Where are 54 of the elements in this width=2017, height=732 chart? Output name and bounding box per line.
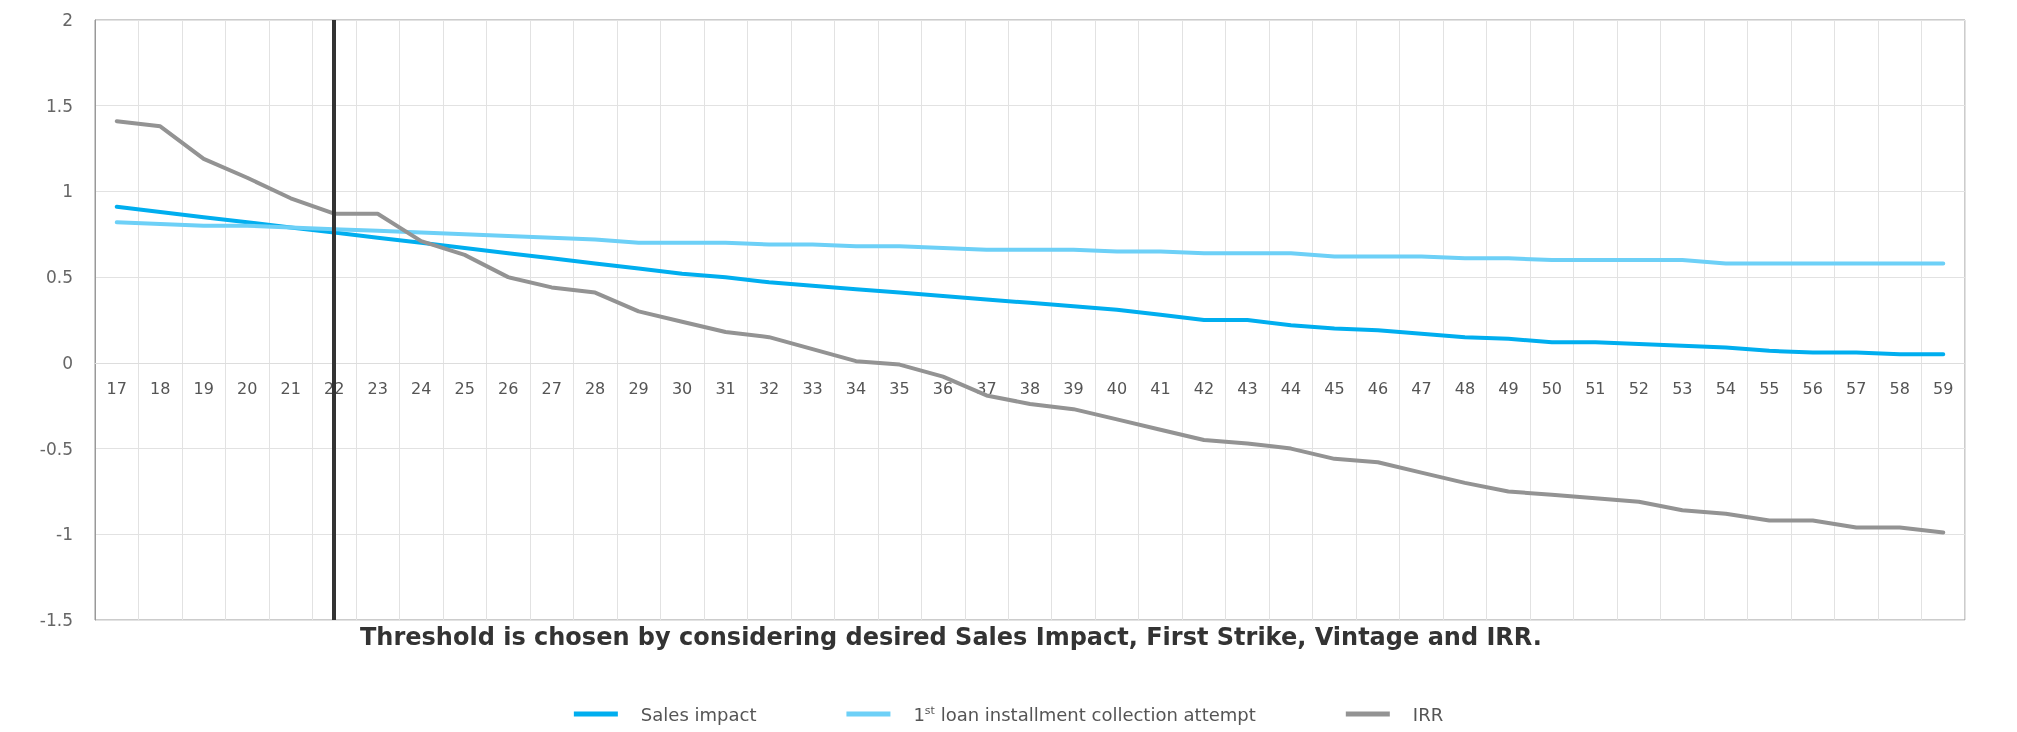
x-tick-label: 19: [193, 379, 214, 399]
x-tick-label: 20: [237, 379, 258, 399]
x-tick-label: 46: [1367, 379, 1389, 399]
x-tick-label: 31: [715, 379, 736, 399]
x-tick-label: 33: [802, 379, 823, 399]
y-tick-label: 2: [62, 10, 73, 30]
x-tick-label: 54: [1715, 379, 1736, 399]
x-tick-label: 56: [1802, 379, 1823, 399]
x-tick-label: 44: [1280, 379, 1302, 399]
x-tick-label: 47: [1411, 379, 1432, 399]
legend-label: IRR: [1412, 703, 1444, 725]
x-tick-label: 52: [1628, 379, 1650, 399]
x-tick-label: 48: [1454, 379, 1476, 399]
y-tick-label: 1: [62, 181, 73, 202]
x-tick-label: 43: [1237, 379, 1258, 399]
x-tick-label: 28: [584, 379, 606, 399]
x-tick-label: 21: [280, 379, 301, 399]
y-tick-label: 0.5: [45, 267, 73, 288]
x-tick-label: 34: [845, 379, 867, 399]
y-tick-label: 1.5: [45, 95, 73, 116]
x-tick-label: 17: [106, 379, 127, 399]
x-tick-label: 35: [889, 379, 910, 399]
x-tick-label: 24: [410, 379, 432, 399]
x-tick-label: 45: [1324, 379, 1345, 399]
x-tick-label: 25: [454, 379, 475, 399]
y-tick-label: -0.5: [39, 438, 73, 459]
x-tick-label: 26: [497, 379, 519, 399]
x-tick-label: 40: [1106, 379, 1128, 399]
x-tick-label: 29: [628, 379, 649, 399]
text: Threshold is chosen by considering desired Sales Impact, First Strike, Vintage and IRR.: [360, 623, 1542, 651]
x-tick-label: 36: [932, 379, 954, 399]
x-tick-label: 59: [1933, 379, 1954, 399]
x-tick-label: 30: [671, 379, 693, 399]
x-tick-label: 39: [1063, 379, 1084, 399]
line-series: [114, 220, 1946, 266]
y-tick-label: -1.5: [39, 610, 73, 630]
x-tick-label: 38: [1019, 379, 1041, 399]
line-series: [114, 204, 1946, 357]
x-tick-label: 41: [1150, 379, 1171, 399]
x-tick-label: 27: [541, 379, 562, 399]
x-tick-label: 42: [1193, 379, 1215, 399]
x-tick-label: 18: [150, 379, 171, 399]
y-tick-label: -1: [56, 524, 73, 545]
x-tick-label: 32: [758, 379, 780, 399]
legend-label: Sales impact: [640, 703, 757, 725]
x-tick-label: 57: [1846, 379, 1867, 399]
y-tick-label: 0: [62, 352, 73, 373]
x-tick-label: 55: [1759, 379, 1780, 399]
x-tick-label: 23: [367, 379, 388, 399]
x-tick-label: 49: [1498, 379, 1519, 399]
x-tick-label: 53: [1672, 379, 1693, 399]
x-tick-label: 58: [1889, 379, 1910, 399]
x-tick-label: 51: [1585, 379, 1606, 399]
x-tick-label: 50: [1541, 379, 1563, 399]
